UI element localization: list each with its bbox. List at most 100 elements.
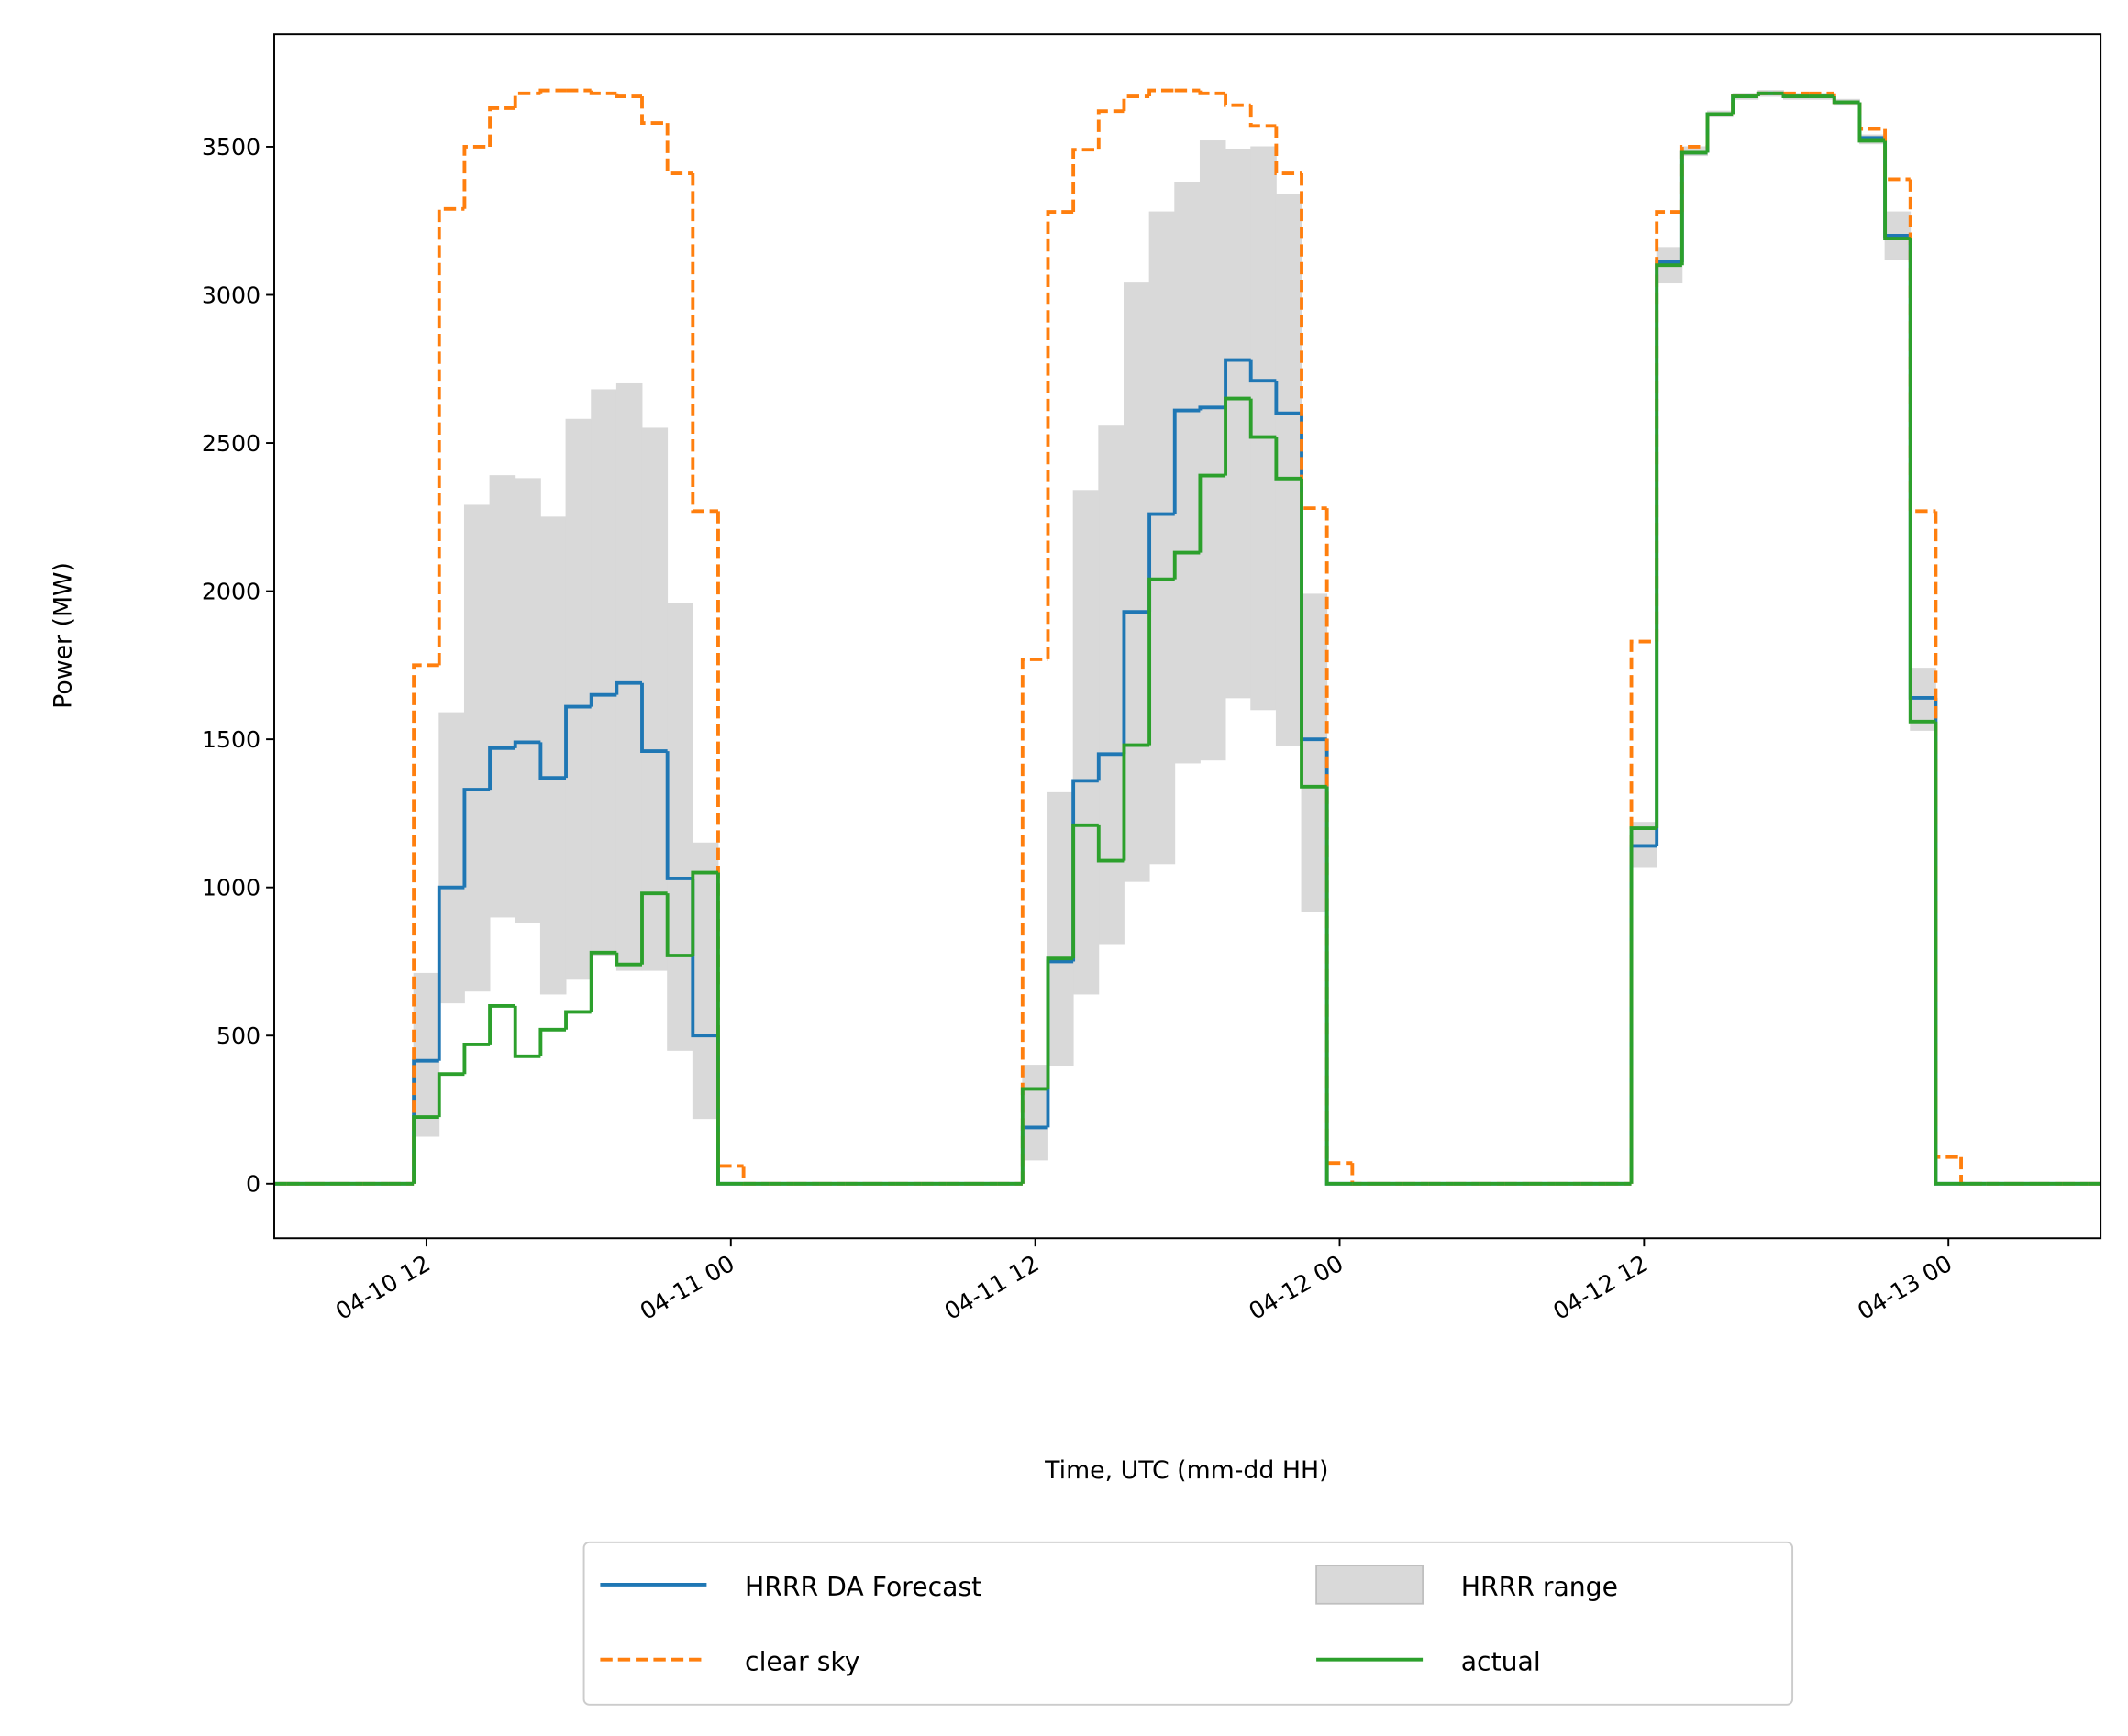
step-segment (665, 751, 693, 880)
y-axis-label: Power (MW) (49, 562, 77, 709)
step-segment (1198, 90, 1226, 95)
step-segment (691, 173, 718, 514)
step-segment (1300, 478, 1327, 789)
step-segment (615, 680, 642, 695)
range-band (692, 842, 719, 1120)
step-segment (589, 90, 617, 95)
step-segment (1274, 437, 1302, 481)
range-band (565, 418, 593, 980)
step-segment (640, 96, 668, 126)
step-segment (1020, 1087, 1048, 1184)
step-segment (1122, 743, 1150, 861)
step-segment (1655, 263, 1682, 829)
step-segment (513, 740, 541, 748)
step-segment (716, 872, 744, 1186)
step-segment (1224, 358, 1251, 408)
range-band (413, 972, 440, 1137)
step-segment (462, 1042, 491, 1075)
step-segment (1122, 94, 1150, 112)
step-segment (462, 788, 491, 888)
x-axis-label: Time, UTC (mm-dd HH) (1044, 1456, 1328, 1485)
range-band (515, 478, 541, 923)
y-tick-label: 3000 (202, 282, 260, 308)
step-segment (1629, 826, 1657, 1184)
legend-swatch (1315, 1565, 1424, 1605)
range-band (1123, 282, 1150, 882)
step-segment (1071, 148, 1099, 213)
step-segment (1147, 577, 1175, 746)
range-band (615, 382, 643, 971)
step-segment (1147, 88, 1175, 97)
step-segment (1096, 752, 1125, 781)
step-segment (1224, 396, 1251, 476)
step-segment (1198, 405, 1226, 411)
step-segment (437, 885, 465, 1061)
plot-area (274, 88, 2101, 1186)
step-segment (1300, 173, 1327, 511)
step-segment (412, 1115, 439, 1184)
step-segment (488, 746, 515, 791)
step-segment (1324, 786, 1353, 1186)
step-segment (691, 870, 718, 956)
step-segment (1224, 93, 1251, 107)
step-segment (462, 145, 491, 209)
step-segment (1248, 359, 1277, 383)
step-segment (1020, 657, 1048, 1184)
range-band (641, 427, 669, 971)
y-tick-label: 1500 (202, 726, 260, 753)
step-segment (615, 952, 642, 967)
axes-frame (273, 33, 2102, 1240)
step-segment (538, 88, 567, 94)
range-band (539, 516, 567, 995)
step-segment (513, 91, 541, 108)
step-segment (437, 206, 465, 666)
step-segment (1781, 93, 1810, 98)
step-segment (1046, 210, 1074, 659)
range-band (489, 475, 516, 918)
step-segment (488, 106, 515, 147)
range-band (1275, 194, 1302, 746)
step-segment (716, 511, 744, 1168)
legend-label: actual (1461, 1647, 1541, 1677)
legend-label: HRRR range (1461, 1572, 1618, 1602)
legend-label: HRRR DA Forecast (745, 1572, 981, 1602)
y-tick-label: 3500 (202, 134, 260, 160)
step-segment (665, 893, 693, 957)
step-segment (538, 742, 567, 780)
range-band (1250, 146, 1277, 711)
step-segment (1071, 823, 1099, 959)
step-segment (1705, 112, 1734, 153)
step-segment (1679, 150, 1708, 266)
range-band (1047, 791, 1074, 1066)
step-segment (640, 891, 668, 965)
step-segment (1832, 96, 1860, 105)
range-band (1072, 490, 1100, 995)
step-segment (488, 1003, 515, 1045)
legend-label: clear sky (745, 1647, 859, 1677)
step-segment (1172, 408, 1201, 514)
step-segment (1172, 550, 1201, 580)
range-band (1199, 140, 1226, 761)
step-segment (1274, 126, 1302, 175)
step-segment (1096, 109, 1125, 150)
step-segment (1248, 105, 1277, 128)
range-band (1225, 149, 1252, 699)
step-segment (589, 692, 617, 707)
range-band (438, 712, 465, 1004)
step-segment (1096, 824, 1125, 863)
step-segment (640, 682, 668, 753)
step-segment (1857, 102, 1886, 143)
range-band (1174, 182, 1201, 764)
range-band (667, 603, 693, 1051)
step-segment (1046, 956, 1074, 1089)
legend-box (582, 1541, 1794, 1706)
step-segment (564, 704, 592, 779)
step-segment (513, 1005, 541, 1058)
step-segment (1122, 610, 1150, 755)
step-segment (1248, 398, 1277, 439)
step-segment (1324, 508, 1353, 1166)
range-band (1301, 593, 1328, 912)
step-segment (564, 1010, 592, 1030)
